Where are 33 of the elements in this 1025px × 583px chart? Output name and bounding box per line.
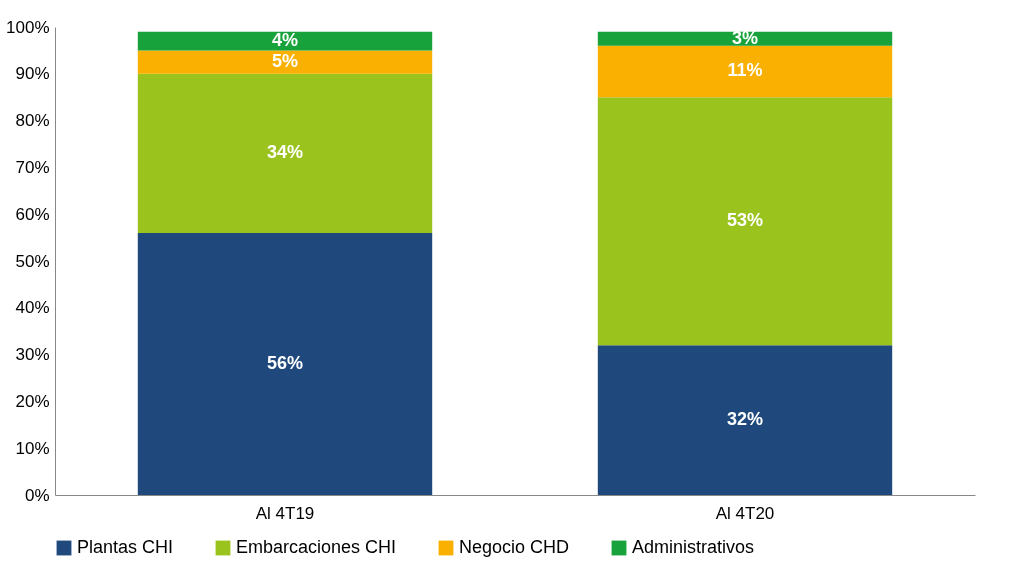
y-tick-label: 50% — [15, 251, 50, 271]
y-tick-label: 10% — [15, 438, 50, 458]
x-tick-label: Al 4T20 — [715, 503, 775, 523]
bar — [597, 45, 893, 98]
bar — [137, 232, 433, 495]
data-label: 4% — [271, 30, 299, 51]
bar — [597, 97, 893, 346]
bar — [597, 345, 893, 495]
legend-label: Embarcaciones CHI — [236, 537, 397, 557]
bar — [137, 73, 433, 233]
data-label: 34% — [266, 142, 304, 163]
y-tick-label: 60% — [15, 204, 50, 224]
legend-label: Administrativos — [632, 537, 755, 557]
y-tick-label: 70% — [15, 157, 50, 177]
x-tick-label: Al 4T19 — [255, 503, 315, 523]
y-tick-label: 90% — [15, 64, 50, 84]
data-label: 5% — [271, 51, 299, 72]
data-label: 11% — [727, 60, 763, 81]
data-label: 53% — [726, 210, 764, 231]
y-tick-label: 100% — [6, 17, 50, 37]
bar — [137, 31, 433, 51]
data-label: 56% — [266, 352, 304, 373]
legend-label: Plantas CHI — [77, 537, 174, 557]
y-tick-label: 0% — [24, 485, 50, 505]
y-tick-label: 20% — [15, 391, 50, 411]
legend-label: Negocio CHD — [459, 537, 570, 557]
y-tick-label: 40% — [15, 298, 50, 318]
y-tick-label: 80% — [15, 111, 50, 131]
bar — [597, 31, 893, 46]
data-label: 3% — [731, 27, 759, 48]
bar — [137, 50, 433, 74]
y-tick-label: 30% — [15, 345, 50, 365]
data-label: 32% — [726, 409, 764, 430]
